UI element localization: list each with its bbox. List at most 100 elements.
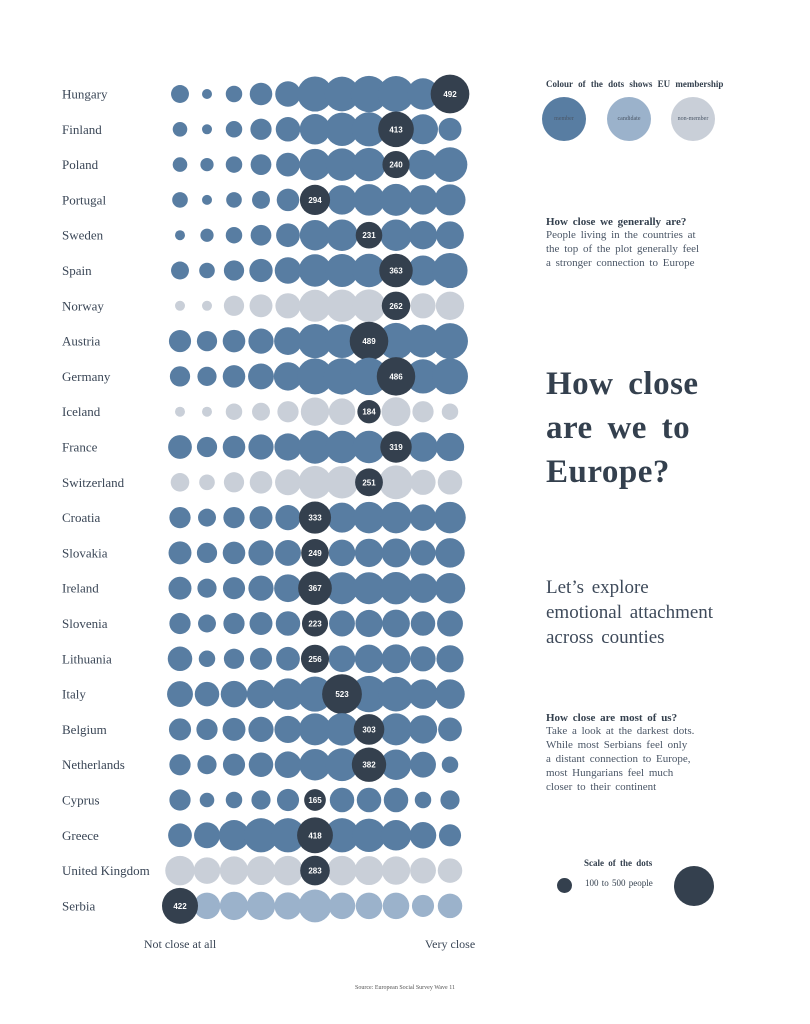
source-note: Source: European Social Survey Wave 11 [355, 985, 455, 991]
dot [197, 755, 217, 775]
dot [223, 648, 245, 669]
dot [437, 470, 463, 495]
dot [410, 751, 436, 778]
dot [196, 436, 218, 458]
dot [246, 679, 276, 709]
dot [270, 818, 306, 853]
dot [172, 192, 188, 208]
dot [355, 609, 383, 638]
dot-max [351, 747, 387, 782]
dot [379, 465, 413, 500]
dot [326, 219, 358, 251]
dot [353, 184, 385, 216]
dot-max-label: 240 [389, 161, 403, 170]
legend-non-member-label: non-member [677, 116, 709, 122]
dot [274, 892, 302, 920]
legend-member-label: member [554, 116, 574, 122]
dot [352, 430, 386, 464]
dot [222, 329, 246, 353]
dot [273, 362, 303, 391]
dot [324, 76, 360, 112]
row-slovakia: Slovakia 249 [62, 538, 465, 568]
dot [299, 289, 331, 322]
x-axis-label-left: Not close at all [144, 937, 217, 951]
dot [381, 856, 411, 885]
dot [218, 820, 250, 851]
dot [299, 713, 331, 746]
legend-title: Colour of the dots shows EU membership [546, 79, 724, 89]
dot [200, 228, 214, 242]
dot-max-label: 184 [362, 408, 376, 417]
dot-max-label: 382 [362, 761, 376, 770]
dot-max [357, 400, 381, 424]
dot-max-label: 231 [362, 231, 376, 240]
dot [414, 791, 432, 809]
country-label: Greece [62, 828, 99, 843]
dot [432, 358, 468, 395]
dot [249, 506, 273, 530]
dot [170, 473, 190, 492]
dot [202, 406, 212, 417]
country-label: Germany [62, 369, 111, 384]
country-label: Belgium [62, 722, 107, 737]
general-closeness-block: How close we generally are? People livin… [546, 216, 776, 270]
dot [383, 787, 409, 813]
dot [193, 892, 221, 920]
dot [299, 219, 331, 251]
country-label: Finland [62, 122, 102, 137]
dot [198, 650, 216, 668]
dot [380, 749, 412, 780]
dot [408, 255, 438, 286]
row-serbia: Serbia 422 [62, 887, 463, 924]
dot [193, 857, 221, 884]
page-subtitle: Let’s explore emotional attachment acros… [546, 577, 714, 648]
country-label: Poland [62, 157, 99, 172]
dot [175, 406, 185, 417]
dot [248, 363, 274, 390]
dot [379, 571, 413, 605]
dot-max [322, 674, 362, 715]
dot [169, 612, 191, 635]
dot [438, 117, 462, 141]
dot [438, 824, 462, 847]
dot [407, 78, 439, 110]
dot [440, 790, 460, 810]
dot [381, 538, 411, 568]
dot [223, 612, 245, 635]
dot [252, 190, 270, 209]
dot [223, 472, 245, 493]
dot [248, 328, 274, 354]
dot-max-label: 492 [443, 90, 457, 99]
dot-max-label: 422 [173, 902, 187, 911]
dot [329, 787, 355, 813]
dot [199, 262, 215, 279]
dot [438, 717, 462, 742]
dot [222, 541, 246, 565]
dot [298, 430, 332, 464]
dot [410, 540, 436, 566]
dot [381, 397, 411, 427]
dot [169, 506, 191, 529]
dot [222, 365, 246, 388]
dot-max-label: 262 [389, 302, 403, 311]
row-iceland: Iceland 184 [62, 397, 459, 427]
dot [325, 289, 359, 323]
dot [380, 501, 412, 534]
dot [196, 718, 218, 741]
row-lithuania: Lithuania 256 [62, 644, 464, 674]
dot [378, 76, 414, 112]
row-poland: Poland 240 [62, 147, 468, 182]
dot [252, 402, 270, 421]
most-of-us-block: How close are most of us? Take a look at… [546, 712, 776, 794]
country-label: Austria [62, 334, 101, 349]
dot [274, 574, 302, 603]
dot [435, 679, 465, 709]
dot-max-label: 223 [308, 620, 322, 629]
dot [274, 257, 302, 284]
dot [435, 432, 465, 462]
legend-candidate-label: candidate [617, 116, 641, 122]
dot [225, 791, 243, 809]
legend-member: member [542, 97, 586, 141]
dot [381, 644, 411, 674]
dot [172, 122, 188, 137]
